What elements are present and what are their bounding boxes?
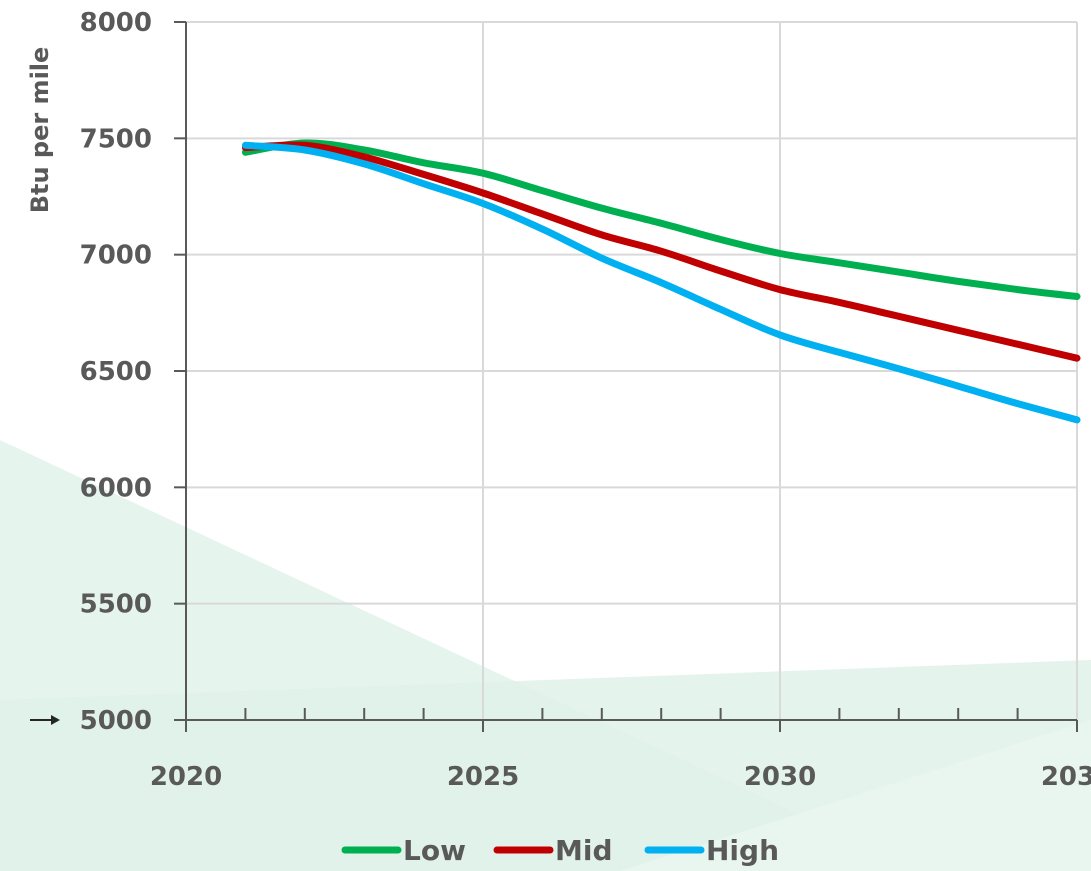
- y-tick-label: 8000: [80, 8, 152, 38]
- series-lines: [241, 139, 1081, 424]
- legend-label-low: Low: [403, 834, 466, 867]
- x-tick-label: 2030: [744, 762, 816, 792]
- gridlines: [186, 21, 1078, 720]
- x-tick-label: 2020: [150, 762, 222, 792]
- y-tick-label: 5500: [80, 590, 152, 620]
- legend-label-mid: Mid: [555, 834, 613, 867]
- legend-label-high: High: [706, 834, 779, 867]
- y-tick-label: 7000: [80, 241, 152, 271]
- series-line-high: [241, 141, 1081, 424]
- y-tick-label: 6000: [80, 473, 152, 503]
- legend: Low Mid High: [341, 834, 779, 867]
- x-tick-label: 2025: [447, 762, 519, 792]
- y-axis-arrow-icon: [30, 715, 60, 725]
- series-line-low: [241, 139, 1081, 300]
- y-tick-labels: 5000 5500 6000 6500 7000 7500 8000: [80, 8, 152, 736]
- series-line-mid: [241, 141, 1081, 362]
- y-tick-label: 7500: [80, 124, 152, 154]
- y-tick-label: 5000: [80, 706, 152, 736]
- background-shape-right: [620, 720, 1091, 871]
- x-tick-label: 2035: [1041, 762, 1091, 792]
- y-tick-label: 6500: [80, 357, 152, 387]
- y-axis-title: Btu per mile: [26, 47, 54, 214]
- tick-marks: [174, 21, 1078, 732]
- x-tick-labels: 2020 2025 2030 2035: [150, 762, 1091, 792]
- background: [0, 440, 1091, 871]
